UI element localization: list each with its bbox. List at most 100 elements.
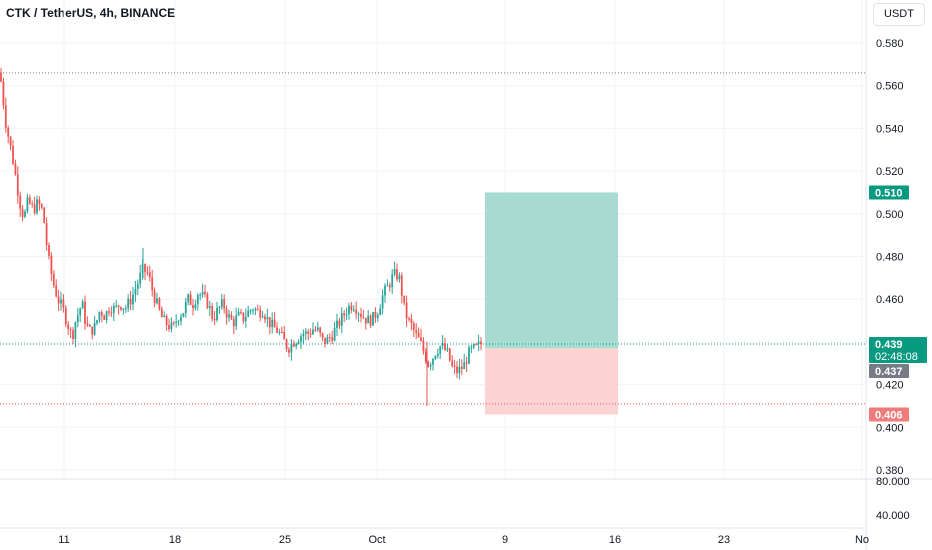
candle-body	[48, 245, 50, 256]
candle-body	[254, 308, 257, 311]
price-levels	[0, 72, 866, 405]
candle-body	[386, 285, 389, 287]
candle-body	[132, 294, 134, 305]
candle-body	[242, 312, 245, 322]
candle-body	[410, 318, 413, 324]
candle-body	[187, 294, 190, 302]
candle-body	[247, 310, 250, 317]
candle-body	[345, 314, 348, 316]
candle-body	[331, 337, 334, 341]
candle-body	[153, 290, 156, 304]
candle-body	[57, 296, 60, 304]
candle-body	[300, 336, 302, 343]
previous-close-badge: 0.437	[875, 366, 903, 378]
candle-body	[220, 299, 223, 307]
x-tick-label: 9	[502, 534, 508, 546]
candle-body	[266, 317, 269, 320]
candle-body	[364, 317, 367, 324]
y-tick-label: 0.460	[876, 294, 904, 306]
candle-body	[256, 308, 259, 310]
previous-close-badge-bg	[869, 364, 909, 379]
candle-body	[379, 308, 382, 316]
candle-body	[208, 305, 211, 309]
candle-body	[79, 308, 82, 316]
candle-body	[127, 298, 130, 309]
candle-body	[470, 347, 473, 349]
candle-body	[26, 197, 29, 212]
candle-body	[388, 285, 391, 288]
candle-body	[436, 353, 439, 356]
last-price-badge-bg	[869, 337, 927, 364]
candle-body	[403, 295, 406, 303]
x-tick-label: Oct	[368, 534, 385, 546]
candle-body	[448, 348, 451, 361]
candle-body	[189, 294, 192, 305]
candle-body	[232, 319, 235, 327]
candle-body	[115, 305, 118, 307]
x-axis-labels: 11 18 25 Oct 9 16 23 No	[58, 534, 869, 546]
candle-body	[427, 361, 430, 367]
candle-body	[192, 304, 194, 309]
candle-body	[228, 314, 230, 318]
candle-body	[7, 127, 10, 137]
candle-body	[381, 295, 384, 309]
x-tick-label: No	[855, 534, 869, 546]
candle-body	[458, 366, 461, 374]
candle-body	[357, 313, 360, 315]
position-zones	[485, 192, 618, 415]
candle-body	[249, 310, 252, 312]
candle-body	[477, 341, 480, 345]
candle-body	[129, 298, 132, 305]
candle-body	[362, 317, 365, 319]
x-tick-label: 25	[279, 534, 291, 546]
candle-body	[62, 299, 65, 308]
x-tick-label: 23	[718, 534, 730, 546]
candle-body	[460, 366, 463, 370]
candle-body	[194, 304, 197, 309]
candle-body	[177, 321, 180, 323]
candle-body	[24, 211, 26, 217]
candle-body	[84, 301, 86, 324]
currency-button[interactable]: USDT	[873, 3, 925, 26]
candle-body	[324, 337, 326, 344]
candle-body	[100, 312, 103, 316]
candle-body	[276, 327, 278, 333]
candle-body	[9, 136, 12, 146]
candle-body	[391, 274, 394, 288]
y-tick-label: 0.580	[876, 38, 904, 50]
candle-body	[336, 320, 338, 329]
candle-body	[182, 313, 185, 317]
candle-body	[218, 306, 221, 308]
candle-body	[412, 323, 415, 331]
candle-body	[295, 343, 298, 347]
x-tick-label: 16	[609, 534, 621, 546]
candle-body	[285, 339, 288, 350]
profit-zone	[485, 192, 618, 349]
candle-body	[163, 315, 166, 318]
candle-body	[434, 355, 437, 359]
y-tick-label: 0.400	[876, 422, 904, 434]
candle-body	[240, 311, 242, 313]
candle-body	[72, 330, 74, 339]
last-price-badge: 0.439	[875, 339, 903, 351]
candle-body	[372, 312, 374, 326]
candle-body	[230, 314, 233, 320]
candle-body	[172, 322, 175, 324]
candle-body	[50, 255, 53, 274]
candle-body	[338, 320, 341, 326]
candle-body	[264, 316, 266, 320]
candle-body	[175, 321, 178, 323]
candle-body	[472, 344, 475, 348]
candle-body	[225, 308, 228, 318]
candle-body	[350, 305, 353, 311]
candle-body	[204, 291, 206, 294]
candle-body	[314, 329, 317, 331]
candle-body	[60, 299, 62, 304]
candle-body	[64, 307, 67, 325]
candle-body	[283, 331, 286, 340]
stop-price-badge: 0.406	[875, 409, 903, 421]
candle-body	[21, 208, 24, 217]
